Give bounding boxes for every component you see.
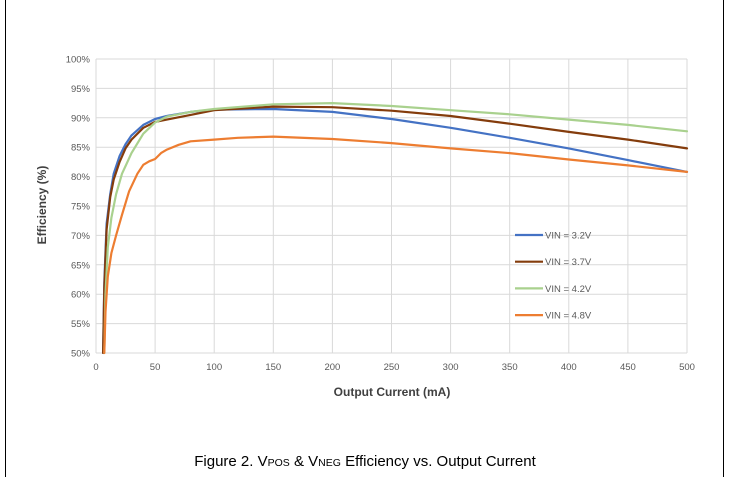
figure-caption: Figure 2. VPOS & VNEG Efficiency vs. Out… [0,453,730,470]
y-tick-label: 65% [71,260,91,271]
caption-middle: & V [289,453,319,470]
x-tick-label: 100 [206,362,222,373]
x-tick-label: 50 [150,362,161,373]
x-tick-label: 250 [384,362,400,373]
y-tick-label: 100% [66,55,91,66]
x-tick-label: 0 [93,362,98,373]
y-axis-ticks: 50% 55% 60% 65% 70% 75% 80% 85% 90% 95% 100% [66,55,91,360]
series-line [103,102,689,355]
y-tick-label: 80% [71,172,91,183]
y-tick-label: 75% [71,202,91,213]
legend: VIN = 3.2V VIN = 3.7V VIN = 4.2V VIN = 4.8V [515,231,592,322]
frame-left-border [5,0,6,477]
frame-right-border [723,0,724,477]
caption-sub-pos: POS [267,457,290,469]
legend-label: VIN = 3.2V [545,231,592,242]
efficiency-chart: 50% 55% 60% 65% 70% 75% 80% 85% 90% 95% 100% 0 50 10… [35,55,695,400]
series-line [103,135,689,355]
series-lines [102,102,689,355]
x-axis-ticks: 0 50 100 150 200 250 300 350 400 450 500 [93,362,695,373]
y-tick-label: 50% [71,349,91,360]
x-tick-label: 400 [561,362,577,373]
gridlines [95,58,688,354]
y-tick-label: 95% [71,84,91,95]
caption-suffix: Efficiency vs. Output Current [340,453,536,470]
x-axis-title: Output Current (mA) [334,385,451,399]
x-tick-label: 200 [324,362,340,373]
x-tick-label: 350 [502,362,518,373]
y-tick-label: 60% [71,290,91,301]
series-line [102,105,689,355]
y-tick-label: 70% [71,231,91,242]
x-tick-label: 300 [443,362,459,373]
caption-prefix: Figure 2. V [194,453,268,470]
y-tick-label: 55% [71,319,91,330]
caption-sub-neg: NEG [318,457,341,469]
y-tick-label: 90% [71,113,91,124]
legend-label: VIN = 4.2V [545,284,592,295]
legend-label: VIN = 4.8V [545,311,592,322]
y-axis-title: Efficiency (%) [35,166,49,245]
x-tick-label: 150 [265,362,281,373]
legend-label: VIN = 3.7V [545,257,592,268]
series-line [102,107,689,355]
x-tick-label: 450 [620,362,636,373]
x-tick-label: 500 [679,362,695,373]
y-tick-label: 85% [71,143,91,154]
